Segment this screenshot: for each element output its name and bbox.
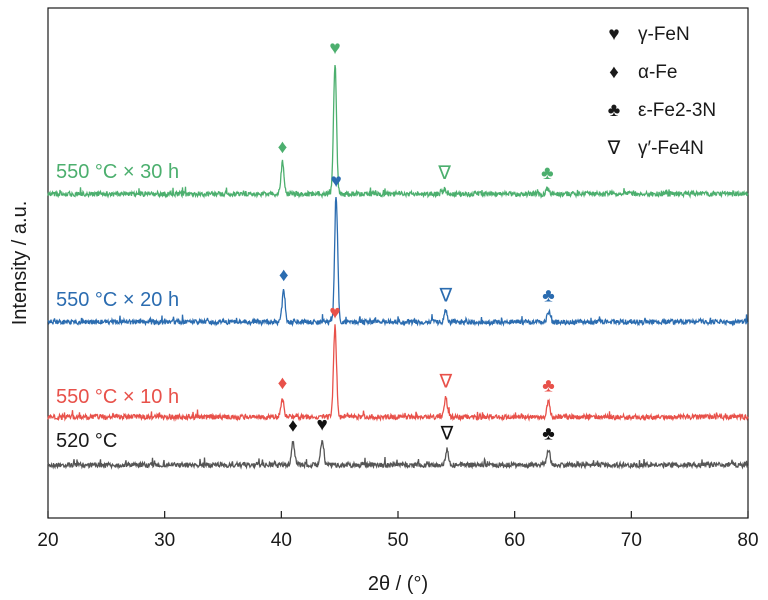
peak-marker: ♣: [542, 375, 554, 396]
series-label: 550 °C × 30 h: [56, 161, 179, 183]
series-line: [47, 324, 749, 422]
peak-markers: ♦ ♥ ∇ ♣ ♦ ♥ ∇ ♣ ♦ ♥ ∇ ♣ ♦ ♥ ∇ ♣: [278, 38, 555, 444]
x-tick-label: 70: [621, 530, 642, 551]
legend-symbol: ♥: [608, 24, 619, 45]
peak-marker: ∇: [440, 423, 454, 444]
legend-entry: γ′-Fe4N: [638, 138, 704, 159]
series-labels: 520 °C 550 °C × 10 h 550 °C × 20 h 550 °C ×…: [56, 161, 179, 452]
peak-marker: ♥: [329, 38, 340, 59]
plot-frame: [47, 7, 749, 519]
legend-symbol: ♣: [608, 100, 620, 121]
series-line: [47, 439, 749, 470]
legend-entry: ε-Fe2-3N: [638, 100, 716, 121]
series-label: 520 °C: [56, 430, 117, 452]
peak-marker: ♦: [278, 373, 288, 394]
series-line: [47, 197, 749, 328]
y-axis-title: Intensity / a.u.: [9, 201, 31, 326]
peak-marker: ♥: [317, 414, 328, 435]
peak-marker: ♣: [542, 423, 554, 444]
x-tick-label: 60: [504, 530, 525, 551]
x-axis-title: 2θ / (°): [368, 573, 428, 595]
peak-marker: ♥: [329, 303, 340, 324]
legend: ♥ γ-FeN ♦ α-Fe ♣ ε-Fe2-3N ∇ γ′-Fe4N: [607, 24, 717, 159]
series-label: 550 °C × 10 h: [56, 386, 179, 408]
peak-marker: ∇: [438, 286, 452, 307]
legend-symbol: ♦: [609, 62, 619, 83]
x-tick-label: 30: [154, 530, 175, 551]
x-tick-label: 80: [737, 530, 758, 551]
legend-symbol: ∇: [607, 138, 621, 159]
series-group: [47, 64, 749, 470]
peak-marker: ♣: [542, 286, 554, 307]
peak-marker: ♦: [288, 416, 298, 437]
series-label: 550 °C × 20 h: [56, 289, 179, 311]
peak-marker: ♦: [279, 265, 289, 286]
series-line: [47, 64, 749, 199]
x-axis: 20 30 40 50 60 70 80: [37, 511, 759, 551]
peak-marker: ∇: [438, 372, 452, 393]
peak-marker: ♣: [541, 163, 553, 184]
x-tick-label: 50: [387, 530, 408, 551]
peak-marker: ∇: [437, 163, 451, 184]
peak-marker: ♦: [278, 137, 288, 158]
legend-entry: α-Fe: [638, 62, 677, 83]
legend-entry: γ-FeN: [638, 24, 690, 45]
x-tick-label: 40: [271, 530, 292, 551]
x-tick-label: 20: [37, 530, 58, 551]
peak-marker: ♥: [331, 171, 342, 192]
